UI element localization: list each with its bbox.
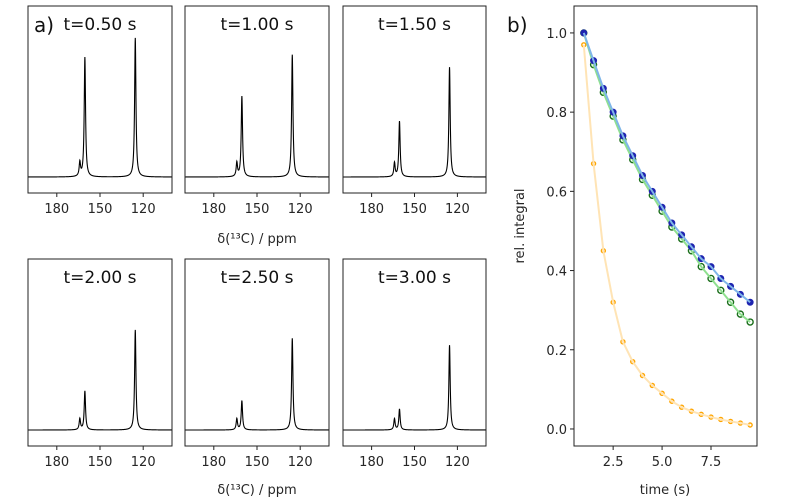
data-point: [669, 398, 675, 404]
x-tick-label: 150: [88, 455, 113, 470]
axes-frame: [573, 5, 758, 447]
subplot-title: t=3.00 s: [378, 268, 451, 288]
data-point: [746, 318, 754, 326]
x-tick-label: 7.5: [701, 455, 722, 470]
x-tick-label: 2.5: [603, 455, 624, 470]
spectrum-subplot: t=2.00 s 180 150 120: [27, 258, 173, 470]
y-tick-label: 1.0: [546, 27, 567, 42]
x-tick-label: 180: [44, 455, 69, 470]
data-point: [659, 390, 665, 397]
x-tick-label: 120: [131, 202, 156, 217]
x-tick-label: 120: [288, 455, 313, 470]
y-tick-label: 0.2: [546, 344, 567, 359]
x-tick-label: 150: [245, 455, 270, 470]
x-tick-label: 150: [402, 202, 427, 217]
spectrum-line: [28, 37, 172, 178]
x-axis-label-bottom: δ(¹³C) / ppm: [217, 483, 296, 498]
x-tick-label: 180: [44, 202, 69, 217]
subplot-title: t=2.50 s: [220, 268, 293, 288]
x-tick-label: 180: [359, 202, 384, 217]
spectrum-line: [343, 67, 486, 178]
spectrum-subplot: t=0.50 s 180 150 120: [27, 5, 173, 217]
subplot-title: t=0.50 s: [63, 15, 136, 35]
data-point: [697, 262, 705, 271]
spectrum-line: [343, 345, 486, 431]
x-tick-label: 150: [88, 202, 113, 217]
fit-line: [582, 32, 751, 304]
panel-b: 0.0 0.2 0.4 0.6 0.8 1.0 2.5 5.0 7.5: [546, 5, 758, 470]
spectrum-subplot: t=3.00 s 180 150 120: [342, 258, 487, 470]
fit-line: [582, 44, 751, 426]
y-tick-label: 0.4: [546, 265, 567, 280]
spectrum-line: [185, 338, 330, 431]
y-axis-label-b: rel. integral: [513, 188, 528, 263]
y-tick-label: 0.0: [546, 423, 567, 438]
series: [580, 29, 754, 306]
x-tick-label: 180: [201, 202, 226, 217]
x-tick-label: 120: [445, 202, 470, 217]
spectrum-subplot: t=2.50 s 180 150 120: [184, 258, 330, 470]
data-point: [726, 298, 735, 306]
spectrum-line: [28, 329, 172, 431]
spectrum-line: [185, 54, 329, 178]
data-point: [639, 372, 646, 379]
spectrum-subplot: t=1.50 s 180 150 120: [342, 5, 487, 217]
x-tick-label: 150: [245, 202, 270, 217]
data-point: [707, 274, 715, 283]
x-tick-label: 5.0: [652, 455, 673, 470]
data-point: [717, 286, 725, 295]
subplot-title: t=2.00 s: [63, 268, 136, 288]
series: [581, 42, 753, 428]
spectrum-subplot: t=1.00 s 180 150 120: [184, 5, 330, 217]
x-axis-label-b: time (s): [640, 483, 690, 498]
x-tick-label: 120: [131, 455, 156, 470]
y-tick-label: 0.6: [546, 185, 567, 200]
x-tick-label: 150: [402, 455, 427, 470]
x-tick-label: 180: [201, 455, 226, 470]
series: [580, 29, 754, 326]
subplot-title: t=1.00 s: [220, 15, 293, 35]
panel-label-b: b): [507, 13, 528, 37]
x-axis-label-top: δ(¹³C) / ppm: [217, 232, 296, 247]
data-point: [649, 382, 655, 389]
y-tick-label: 0.8: [546, 106, 567, 121]
x-tick-label: 120: [288, 202, 313, 217]
x-tick-label: 120: [445, 455, 470, 470]
panel-label-a: a): [34, 13, 54, 37]
x-tick-label: 180: [359, 455, 384, 470]
data-point: [736, 310, 745, 318]
subplot-title: t=1.50 s: [378, 15, 451, 35]
